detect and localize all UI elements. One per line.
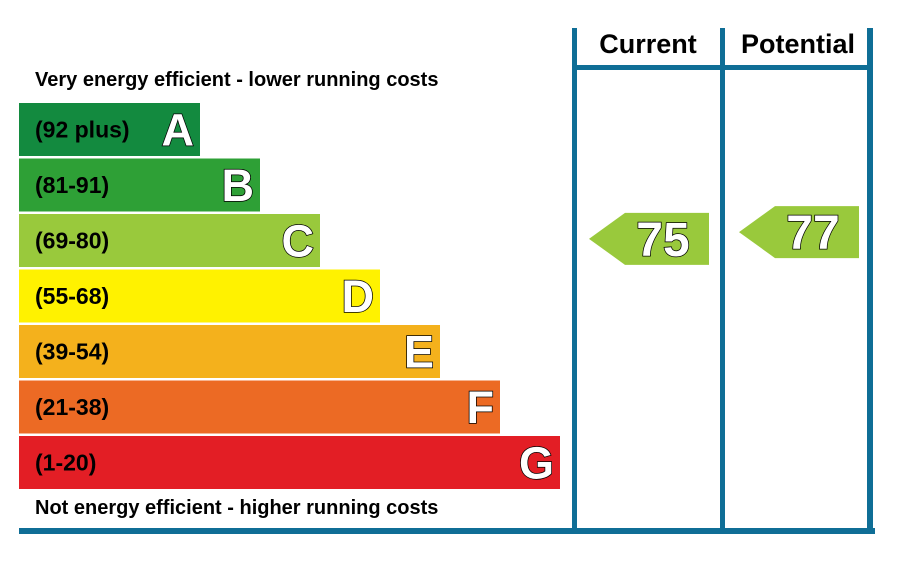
band-letter: C (282, 216, 315, 267)
rating-arrow-shape (589, 212, 709, 265)
band-bar (19, 380, 500, 434)
current-rating-arrow: 75 (589, 212, 709, 268)
potential-heading: Potential (741, 29, 855, 59)
band-bar (19, 158, 260, 212)
band-letter: A (162, 105, 195, 156)
rating-arrows: 75 77 (589, 206, 859, 268)
band-letter: G (519, 438, 554, 489)
band-range-label: (81-91) (35, 172, 109, 198)
rating-bands: (92 plus) A(81-91) B(69-80) C(55-68) D(39-54… (19, 103, 560, 489)
band-letter: F (467, 382, 495, 433)
band-range-label: (69-80) (35, 228, 109, 254)
band-range-label: (55-68) (35, 283, 109, 309)
band-c: (69-80) C (19, 214, 320, 267)
band-a: (92 plus) A (19, 103, 200, 156)
band-bar (19, 436, 560, 489)
top-caption: Very energy efficient - lower running co… (35, 69, 438, 91)
band-g: (1-20) G (19, 436, 560, 489)
frame-divider-left (572, 28, 577, 532)
frame-divider-right (867, 28, 873, 532)
band-letter: B (222, 160, 255, 211)
potential-rating-arrow: 77 (739, 206, 859, 261)
bottom-caption: Not energy efficient - higher running co… (35, 497, 438, 519)
band-f: (21-38) F (19, 380, 500, 434)
band-range-label: (39-54) (35, 339, 109, 365)
band-range-label: (21-38) (35, 394, 109, 420)
frame (19, 28, 875, 534)
current-heading: Current (599, 29, 697, 59)
band-letter: E (404, 327, 434, 378)
frame-bottom-line (19, 528, 875, 534)
band-d: (55-68) D (19, 269, 380, 323)
rating-value: 77 (786, 207, 839, 260)
band-bar (19, 269, 380, 323)
band-range-label: (1-20) (35, 450, 96, 476)
band-bar (19, 103, 200, 156)
band-e: (39-54) E (19, 325, 440, 378)
band-bar (19, 325, 440, 378)
band-letter: D (342, 271, 375, 322)
frame-divider-middle (720, 28, 725, 532)
rating-arrow-shape (739, 206, 859, 259)
frame-header-line (572, 65, 873, 70)
rating-value: 75 (636, 214, 689, 267)
band-b: (81-91) B (19, 158, 260, 212)
band-range-label: (92 plus) (35, 117, 130, 143)
band-bar (19, 214, 320, 267)
